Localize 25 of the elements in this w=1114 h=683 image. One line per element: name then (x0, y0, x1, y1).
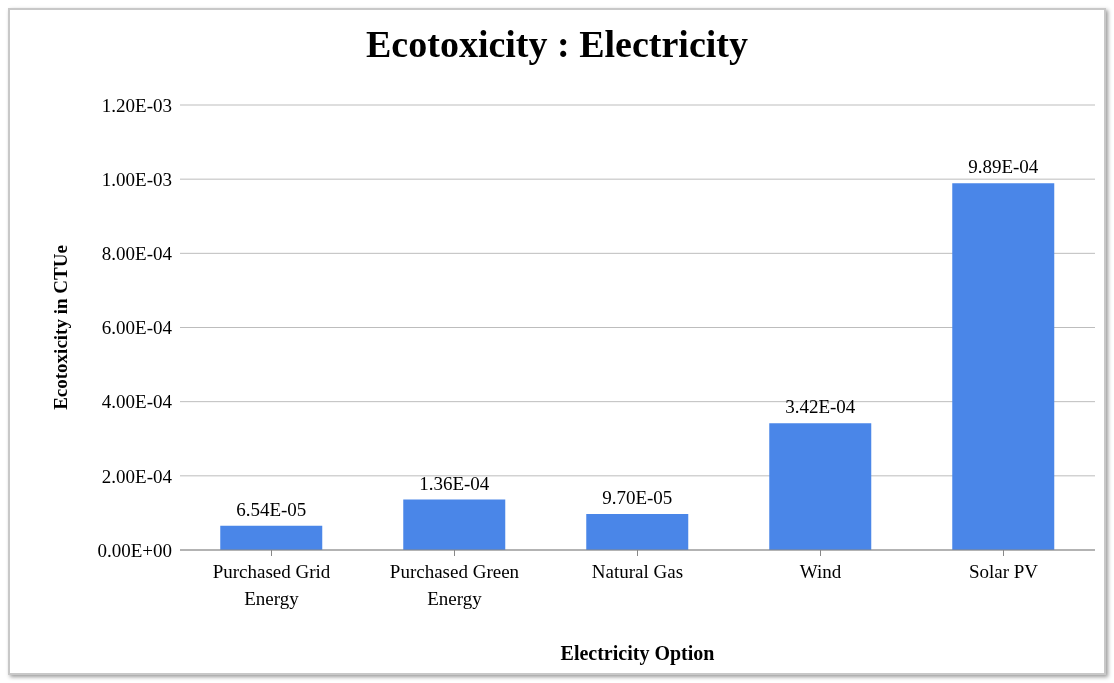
x-tick-label: Wind (799, 561, 842, 582)
x-tick-label: Solar PV (968, 561, 1039, 582)
bar (403, 499, 506, 550)
y-tick-label: 6.00E-04 (101, 317, 173, 339)
bar (586, 514, 689, 550)
data-label: 9.70E-05 (602, 487, 673, 509)
bar (952, 183, 1055, 550)
y-tick-label: 2.00E-04 (101, 465, 173, 487)
y-tick-label: 0.00E+00 (97, 539, 172, 561)
y-tick-label: 8.00E-04 (101, 243, 173, 265)
bar (769, 423, 872, 550)
x-tick-label: Purchased Green Energy (389, 561, 520, 609)
y-tick-label: 1.20E-03 (101, 94, 172, 116)
y-tick-label: 1.00E-03 (101, 168, 172, 190)
data-label: 1.36E-04 (419, 472, 490, 494)
data-label: 3.42E-04 (785, 396, 856, 418)
bar (220, 525, 323, 550)
chart-title: Ecotoxicity : Electricity (365, 22, 749, 66)
x-tick-label: Purchased Grid Energy (212, 561, 331, 609)
y-axis-title: Ecotoxicity in CTUe (49, 245, 71, 410)
y-tick-label: 4.00E-04 (101, 391, 173, 413)
data-label: 9.89E-04 (968, 156, 1039, 178)
data-label: 6.54E-05 (236, 498, 307, 520)
x-tick-label: Natural Gas (591, 561, 684, 582)
x-axis-title: Electricity Option (560, 642, 715, 665)
